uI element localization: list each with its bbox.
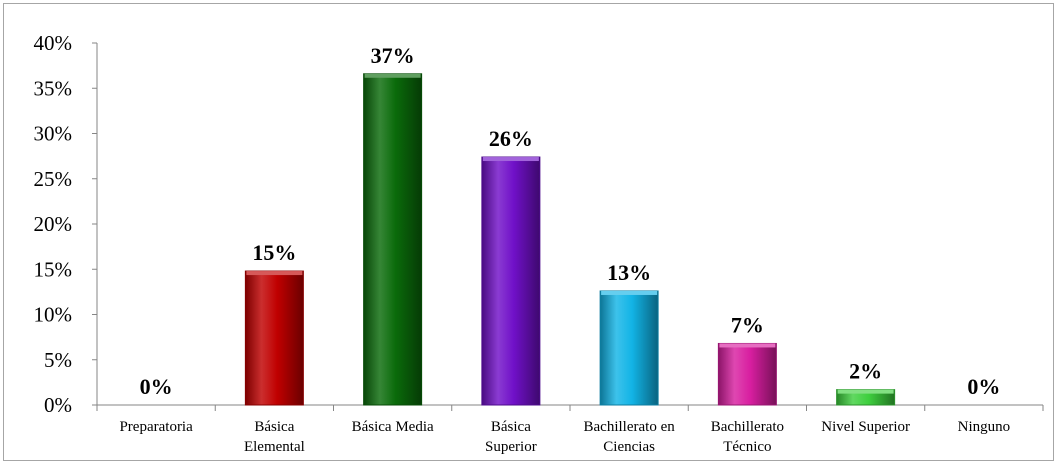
- x-tick-label: Básica Media: [352, 419, 434, 435]
- y-tick-label: 25%: [34, 167, 73, 191]
- data-label: 0%: [967, 374, 1000, 399]
- bar: [363, 73, 423, 406]
- data-label: 2%: [849, 359, 882, 384]
- data-label: 26%: [489, 126, 533, 151]
- bar-top-highlight: [837, 389, 894, 394]
- bar-top-highlight: [601, 290, 658, 295]
- data-label: 7%: [731, 312, 764, 337]
- bar-top-highlight: [364, 73, 421, 78]
- y-tick-label: 15%: [34, 257, 73, 281]
- y-tick-label: 20%: [34, 212, 73, 236]
- x-tick-label: Preparatoria: [119, 419, 193, 435]
- bars: [244, 73, 896, 406]
- x-tick-label: Ninguno: [958, 419, 1011, 435]
- data-label: 37%: [371, 43, 415, 68]
- y-tick-label: 30%: [34, 122, 73, 146]
- x-tick-label: Nivel Superior: [821, 419, 910, 435]
- bar: [717, 342, 777, 406]
- labels: 0% Preparatoria 15% Básica Elemental 37% Básic…: [119, 43, 1010, 455]
- y-tick-label: 35%: [34, 76, 73, 100]
- y-tick-label: 10%: [34, 303, 73, 327]
- x-tick-label: Bachillerato Técnico: [711, 419, 784, 455]
- x-tick-label: Bachillerato en Ciencias: [584, 419, 676, 455]
- data-label: 15%: [252, 240, 296, 265]
- bar: [599, 290, 659, 406]
- x-tick-label: Básica Superior: [485, 419, 537, 455]
- bar: [244, 270, 304, 406]
- data-label: 0%: [140, 374, 173, 399]
- bar-top-highlight: [719, 343, 776, 348]
- bar-top-highlight: [246, 271, 303, 276]
- data-label: 13%: [607, 260, 651, 285]
- y-tick-label: 5%: [44, 348, 72, 372]
- bar: [481, 156, 541, 406]
- y-tick-label: 0%: [44, 393, 72, 417]
- y-tick-label: 40%: [34, 31, 73, 55]
- x-tick-label: Básica Elemental: [244, 419, 305, 455]
- bar-top-highlight: [482, 157, 539, 162]
